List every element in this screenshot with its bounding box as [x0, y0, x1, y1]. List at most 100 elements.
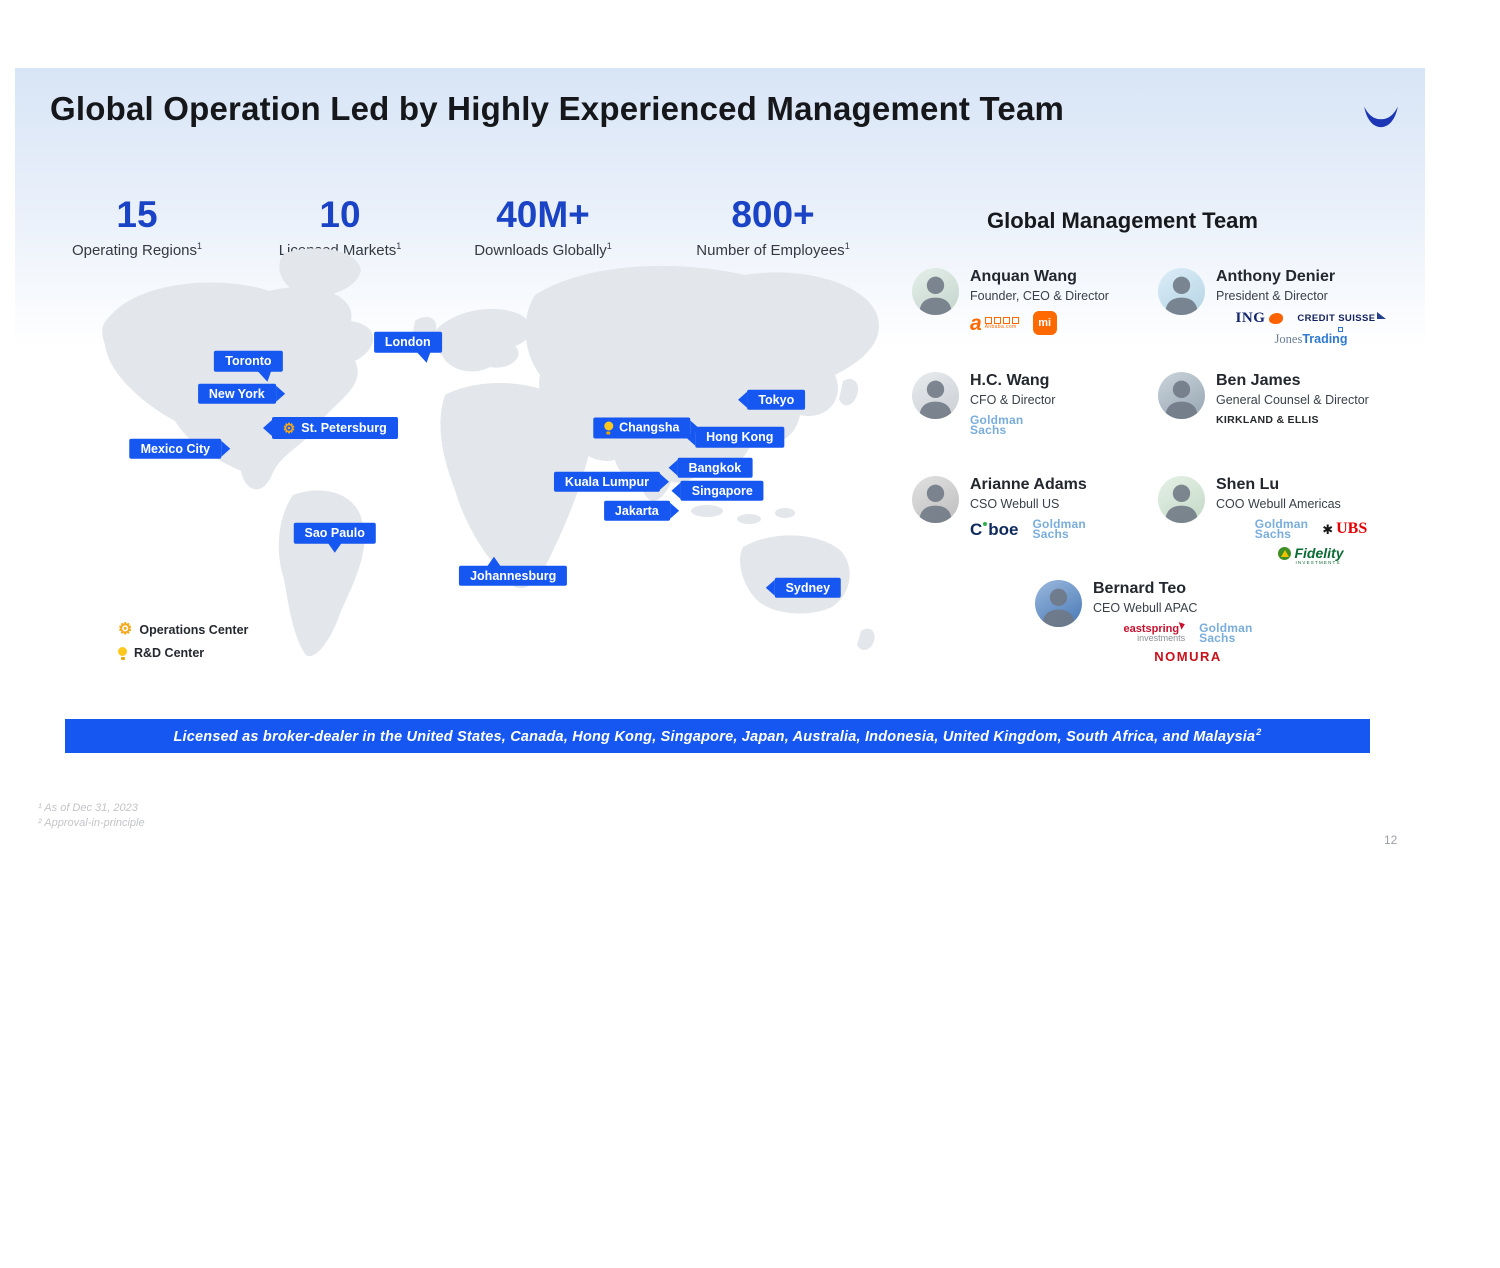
logo-kirkland-ellis: KIRKLAND & ELLIS: [1216, 414, 1319, 427]
city-name: Sydney: [785, 580, 831, 595]
logo-goldman-sachs: Goldman Sachs: [1254, 517, 1309, 542]
footnote-2: ² Approval-in-principle: [38, 816, 145, 829]
city-name: Hong Kong: [706, 430, 774, 445]
stat-operating-regions: 15 Operating Regions1: [71, 195, 203, 259]
legend-r-d-center: R&D Center: [118, 646, 204, 660]
footnote-1: ¹ As of Dec 31, 2023: [38, 802, 138, 814]
stat-label: Operating Regions1: [71, 240, 203, 259]
member-role: CFO & Director: [970, 393, 1056, 408]
member-name: Anthony Denier: [1216, 268, 1336, 285]
member-card-anthony-denier: Anthony Denier President & Director ING CRE…: [1158, 268, 1406, 346]
member-name: Arianne Adams: [970, 476, 1087, 493]
member-logos: Goldman Sachs ✱ UBS Fidelity INVESTMENTS: [1216, 517, 1406, 566]
webull-crescent-icon: [1364, 106, 1398, 128]
stat-downloads-globally: 40M+ Downloads Globally1: [474, 194, 612, 259]
cboe-dot-icon: [983, 521, 988, 526]
stat-number-of-employees: 800+ Number of Employees1: [696, 195, 850, 259]
map-label-singapore: Singapore: [680, 480, 764, 502]
slide: Global Operation Led by Highly Experienc…: [15, 68, 1425, 768]
member-role: President & Director: [1216, 289, 1328, 304]
eastspring-chevron-icon: [1178, 620, 1187, 630]
ing-lion-icon: [1269, 313, 1284, 325]
member-name: Anquan Wang: [970, 268, 1077, 285]
member-role: CSO Webull US: [970, 497, 1060, 512]
member-name: Ben James: [1216, 372, 1301, 389]
map-label-st-petersburg: ⚙ St. Petersburg: [271, 417, 398, 440]
member-card-shen-lu: Shen Lu COO Webull Americas Goldman Sachs ✱ U…: [1158, 476, 1406, 566]
member-role: COO Webull Americas: [1216, 497, 1341, 512]
map-label-tokyo: Tokyo: [747, 389, 806, 410]
member-info: Anthony Denier President & Director ING CRE…: [1216, 268, 1406, 346]
stat-value: 40M+: [496, 194, 590, 235]
ubs-keys-icon: ✱: [1322, 521, 1334, 537]
city-name: Changsha: [619, 420, 680, 435]
city-name: Mexico City: [140, 441, 211, 456]
page-title: Global Operation Led by Highly Experienc…: [50, 90, 1065, 127]
logo-goldman-sachs: Goldman Sachs: [1032, 517, 1086, 542]
footnotes: ¹ As of Dec 31, 2023 ² Approval-in-princ…: [38, 801, 145, 831]
map-label-london: London: [373, 331, 442, 353]
gear-icon: ⚙: [118, 621, 133, 638]
member-logos: Goldman Sachs: [970, 414, 1055, 436]
credit-suisse-sail-icon: [1377, 312, 1387, 320]
member-card-bernard-teo: Bernard Teo CEO Webull APAC eastspring inve…: [1035, 580, 1283, 663]
fidelity-pyramid-icon: [1278, 546, 1292, 560]
logo-ubs: ✱ UBS: [1322, 520, 1368, 538]
avatar: [912, 268, 959, 315]
member-role: Founder, CEO & Director: [970, 289, 1109, 304]
legend-operations-center: ⚙ Operations Center: [118, 622, 248, 638]
city-name: Jakarta: [614, 503, 659, 518]
avatar: [1158, 372, 1205, 419]
member-role: CEO Webull APAC: [1093, 601, 1198, 616]
avatar: [912, 476, 959, 523]
member-card-h-c-wang: H.C. Wang CFO & Director Goldman Sachs: [912, 372, 1056, 436]
stat-label: Number of Employees1: [696, 240, 850, 259]
avatar: [1035, 580, 1082, 627]
city-name: Sao Paulo: [304, 525, 365, 540]
member-logos: eastspring investments Goldman Sachs NOMURA: [1093, 620, 1283, 665]
member-name: Shen Lu: [1216, 476, 1280, 493]
member-info: H.C. Wang CFO & Director Goldman Sachs: [970, 372, 1056, 436]
city-name: New York: [208, 386, 265, 401]
world-map-area: Toronto New York London ⚙ St. Petersburg Mexi…: [55, 235, 885, 680]
city-name: Toronto: [225, 354, 272, 369]
member-card-ben-james: Ben James General Counsel & Director KIRKL…: [1158, 372, 1369, 426]
legend-label: Operations Center: [139, 623, 249, 637]
map-label-hong-kong: Hong Kong: [695, 427, 785, 448]
avatar: [1158, 268, 1205, 315]
avatar: [912, 372, 959, 419]
city-name: Singapore: [691, 483, 753, 498]
map-label-johannesburg: Johannesburg: [459, 556, 568, 587]
logo-alibaba: a Alibaba.com: [970, 313, 1019, 334]
stat-value: 10: [319, 194, 361, 235]
logo-goldman-sachs: Goldman Sachs: [1199, 621, 1253, 646]
team-panel: Global Management Team Anquan Wang Founde…: [900, 200, 1430, 745]
map-label-mexico-city: Mexico City: [129, 438, 222, 459]
map-label-changsha: Changsha: [593, 417, 691, 439]
city-name: Bangkok: [688, 460, 742, 475]
team-header: Global Management Team: [987, 208, 1258, 233]
map-label-sao-paulo: Sao Paulo: [293, 522, 376, 544]
city-name: St. Petersburg: [301, 420, 387, 435]
map-label-toronto: Toronto: [214, 351, 283, 372]
license-text: Licensed as broker-dealer in the United …: [173, 727, 1262, 745]
map-label-sydney: Sydney: [774, 577, 842, 599]
map-label-new-york: New York: [197, 383, 276, 405]
member-role: General Counsel & Director: [1216, 393, 1369, 408]
logo-credit-suisse: CREDIT SUISSE: [1297, 312, 1387, 324]
logo-nomura: NOMURA: [1154, 649, 1222, 665]
map-label-jakarta: Jakarta: [603, 500, 670, 522]
city-name: London: [384, 334, 431, 349]
city-name: Tokyo: [758, 392, 795, 407]
page-number: 12: [1384, 833, 1398, 847]
logo-eastspring: eastspring investments: [1123, 620, 1187, 643]
logo-ing: ING: [1236, 311, 1284, 326]
member-logos: KIRKLAND & ELLIS: [1216, 415, 1369, 426]
map-label-kuala-lumpur: Kuala Lumpur: [553, 471, 660, 493]
logo-fidelity: Fidelity INVESTMENTS: [1278, 546, 1344, 566]
logo-jonestrading: Jones Trading: [1275, 327, 1347, 346]
avatar: [1158, 476, 1205, 523]
